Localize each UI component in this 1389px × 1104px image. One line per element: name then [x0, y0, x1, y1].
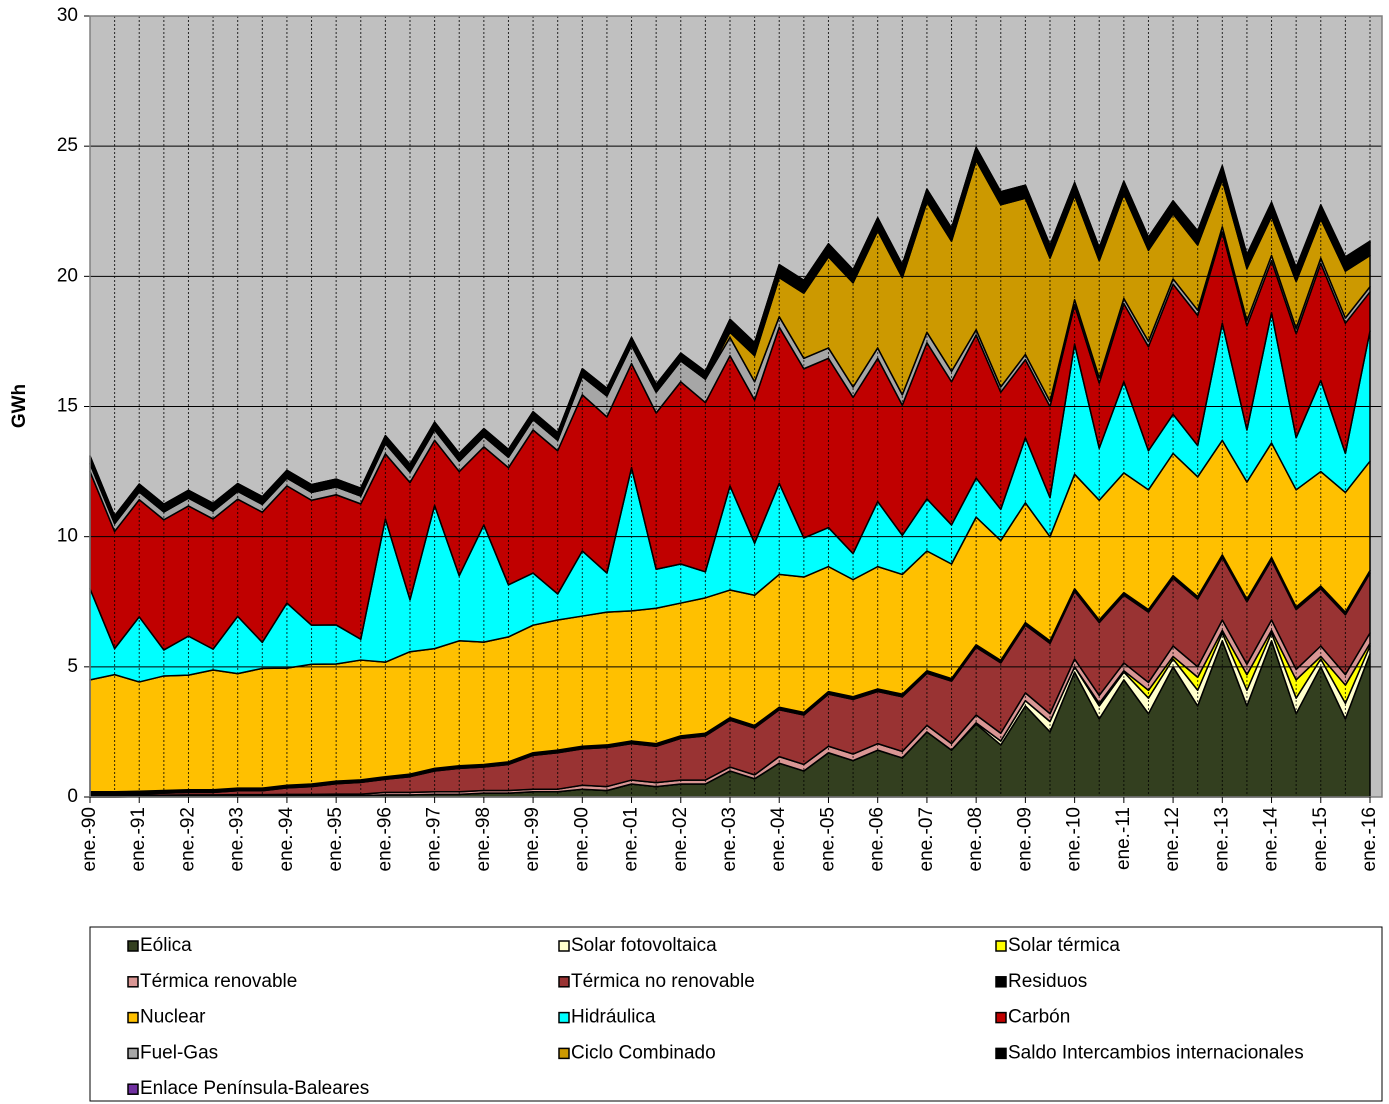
y-tick-label: 20	[57, 265, 78, 286]
y-tick-label: 25	[57, 135, 78, 156]
x-tick-label: ene.-95	[325, 807, 346, 871]
x-tick-label: ene.-14	[1261, 807, 1282, 872]
x-tick-label: ene.-15	[1310, 807, 1331, 871]
x-tick-label: ene.-07	[916, 807, 937, 871]
x-tick-label: ene.-13	[1211, 807, 1232, 871]
y-tick-label: 15	[57, 396, 78, 417]
legend-label: Fuel-Gas	[140, 1042, 218, 1063]
legend-label: Térmica renovable	[140, 971, 297, 992]
x-tick-label: ene.-09	[1014, 807, 1035, 871]
legend-swatch	[127, 940, 139, 952]
legend-swatch	[995, 1011, 1007, 1024]
legend-label: Carbón	[1008, 1007, 1070, 1028]
x-tick-label: ene.-00	[571, 807, 592, 871]
legend-swatch	[127, 1083, 139, 1095]
legend-label: Enlace Península-Baleares	[140, 1078, 369, 1099]
x-tick-label: ene.-06	[867, 807, 888, 871]
legend-label: Nuclear	[140, 1007, 206, 1028]
x-tick-label: ene.-91	[128, 807, 149, 871]
x-tick-label: ene.-05	[817, 807, 838, 871]
x-tick-label: ene.-90	[79, 807, 100, 871]
legend-label: Solar fotovoltaica	[571, 935, 717, 956]
legend-label: Eólica	[140, 935, 192, 956]
plot-frame	[89, 15, 1383, 798]
y-axis-title: GWh	[9, 384, 30, 428]
x-tick-label: ene.-97	[424, 807, 445, 871]
x-tick-label: ene.-92	[177, 807, 198, 871]
legend-label: Ciclo Combinado	[571, 1042, 716, 1063]
x-tick-label: ene.-02	[670, 807, 691, 871]
x-tick-label: ene.-04	[768, 807, 789, 872]
legend-swatch	[558, 976, 570, 988]
legend-swatch	[995, 940, 1007, 952]
x-tick-label: ene.-94	[276, 807, 297, 872]
x-tick-label: ene.-12	[1162, 807, 1183, 871]
legend-label: Térmica no renovable	[571, 971, 755, 992]
y-tick-label: 10	[57, 526, 78, 547]
legend-label: Residuos	[1008, 971, 1087, 992]
legend-swatch	[558, 940, 570, 952]
x-tick-label: ene.-03	[719, 807, 740, 871]
legend-swatch	[995, 976, 1007, 988]
legend-label: Saldo Intercambios internacionales	[1008, 1042, 1304, 1063]
y-tick-label: 30	[57, 5, 78, 26]
legend	[89, 926, 1383, 1102]
legend-swatch	[127, 976, 139, 988]
x-tick-label: ene.-01	[621, 807, 642, 871]
x-tick-label: ene.-93	[227, 807, 248, 871]
legend-swatch	[558, 1047, 570, 1060]
legend-label: Solar térmica	[1008, 935, 1120, 956]
legend-swatch	[127, 1047, 139, 1060]
x-tick-label: ene.-10	[1064, 807, 1085, 871]
y-tick-label: 5	[67, 656, 78, 677]
x-tick-label: ene.-16	[1359, 807, 1380, 871]
x-tick-label: ene.-08	[965, 807, 986, 871]
legend-swatch	[995, 1047, 1007, 1060]
x-tick-label: ene.-11	[1113, 807, 1134, 870]
legend-label: Hidráulica	[571, 1007, 656, 1028]
legend-swatch	[127, 1011, 139, 1024]
legend-swatch	[558, 1011, 570, 1024]
x-tick-label: ene.-96	[374, 807, 395, 871]
x-tick-label: ene.-99	[522, 807, 543, 871]
x-tick-label: ene.-98	[473, 807, 494, 871]
y-tick-label: 0	[67, 786, 78, 807]
